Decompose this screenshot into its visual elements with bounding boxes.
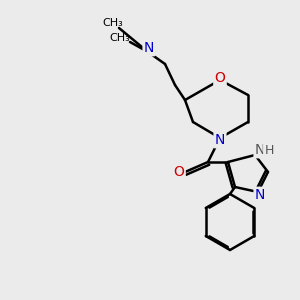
Text: O: O [214,71,225,85]
Text: CH₃: CH₃ [103,18,123,28]
Text: H: H [264,143,274,157]
Text: CH₃: CH₃ [110,33,130,43]
Text: N: N [144,41,154,55]
Text: N: N [255,188,265,202]
Text: O: O [174,165,184,179]
Text: N: N [215,133,225,147]
Text: N: N [255,143,265,157]
